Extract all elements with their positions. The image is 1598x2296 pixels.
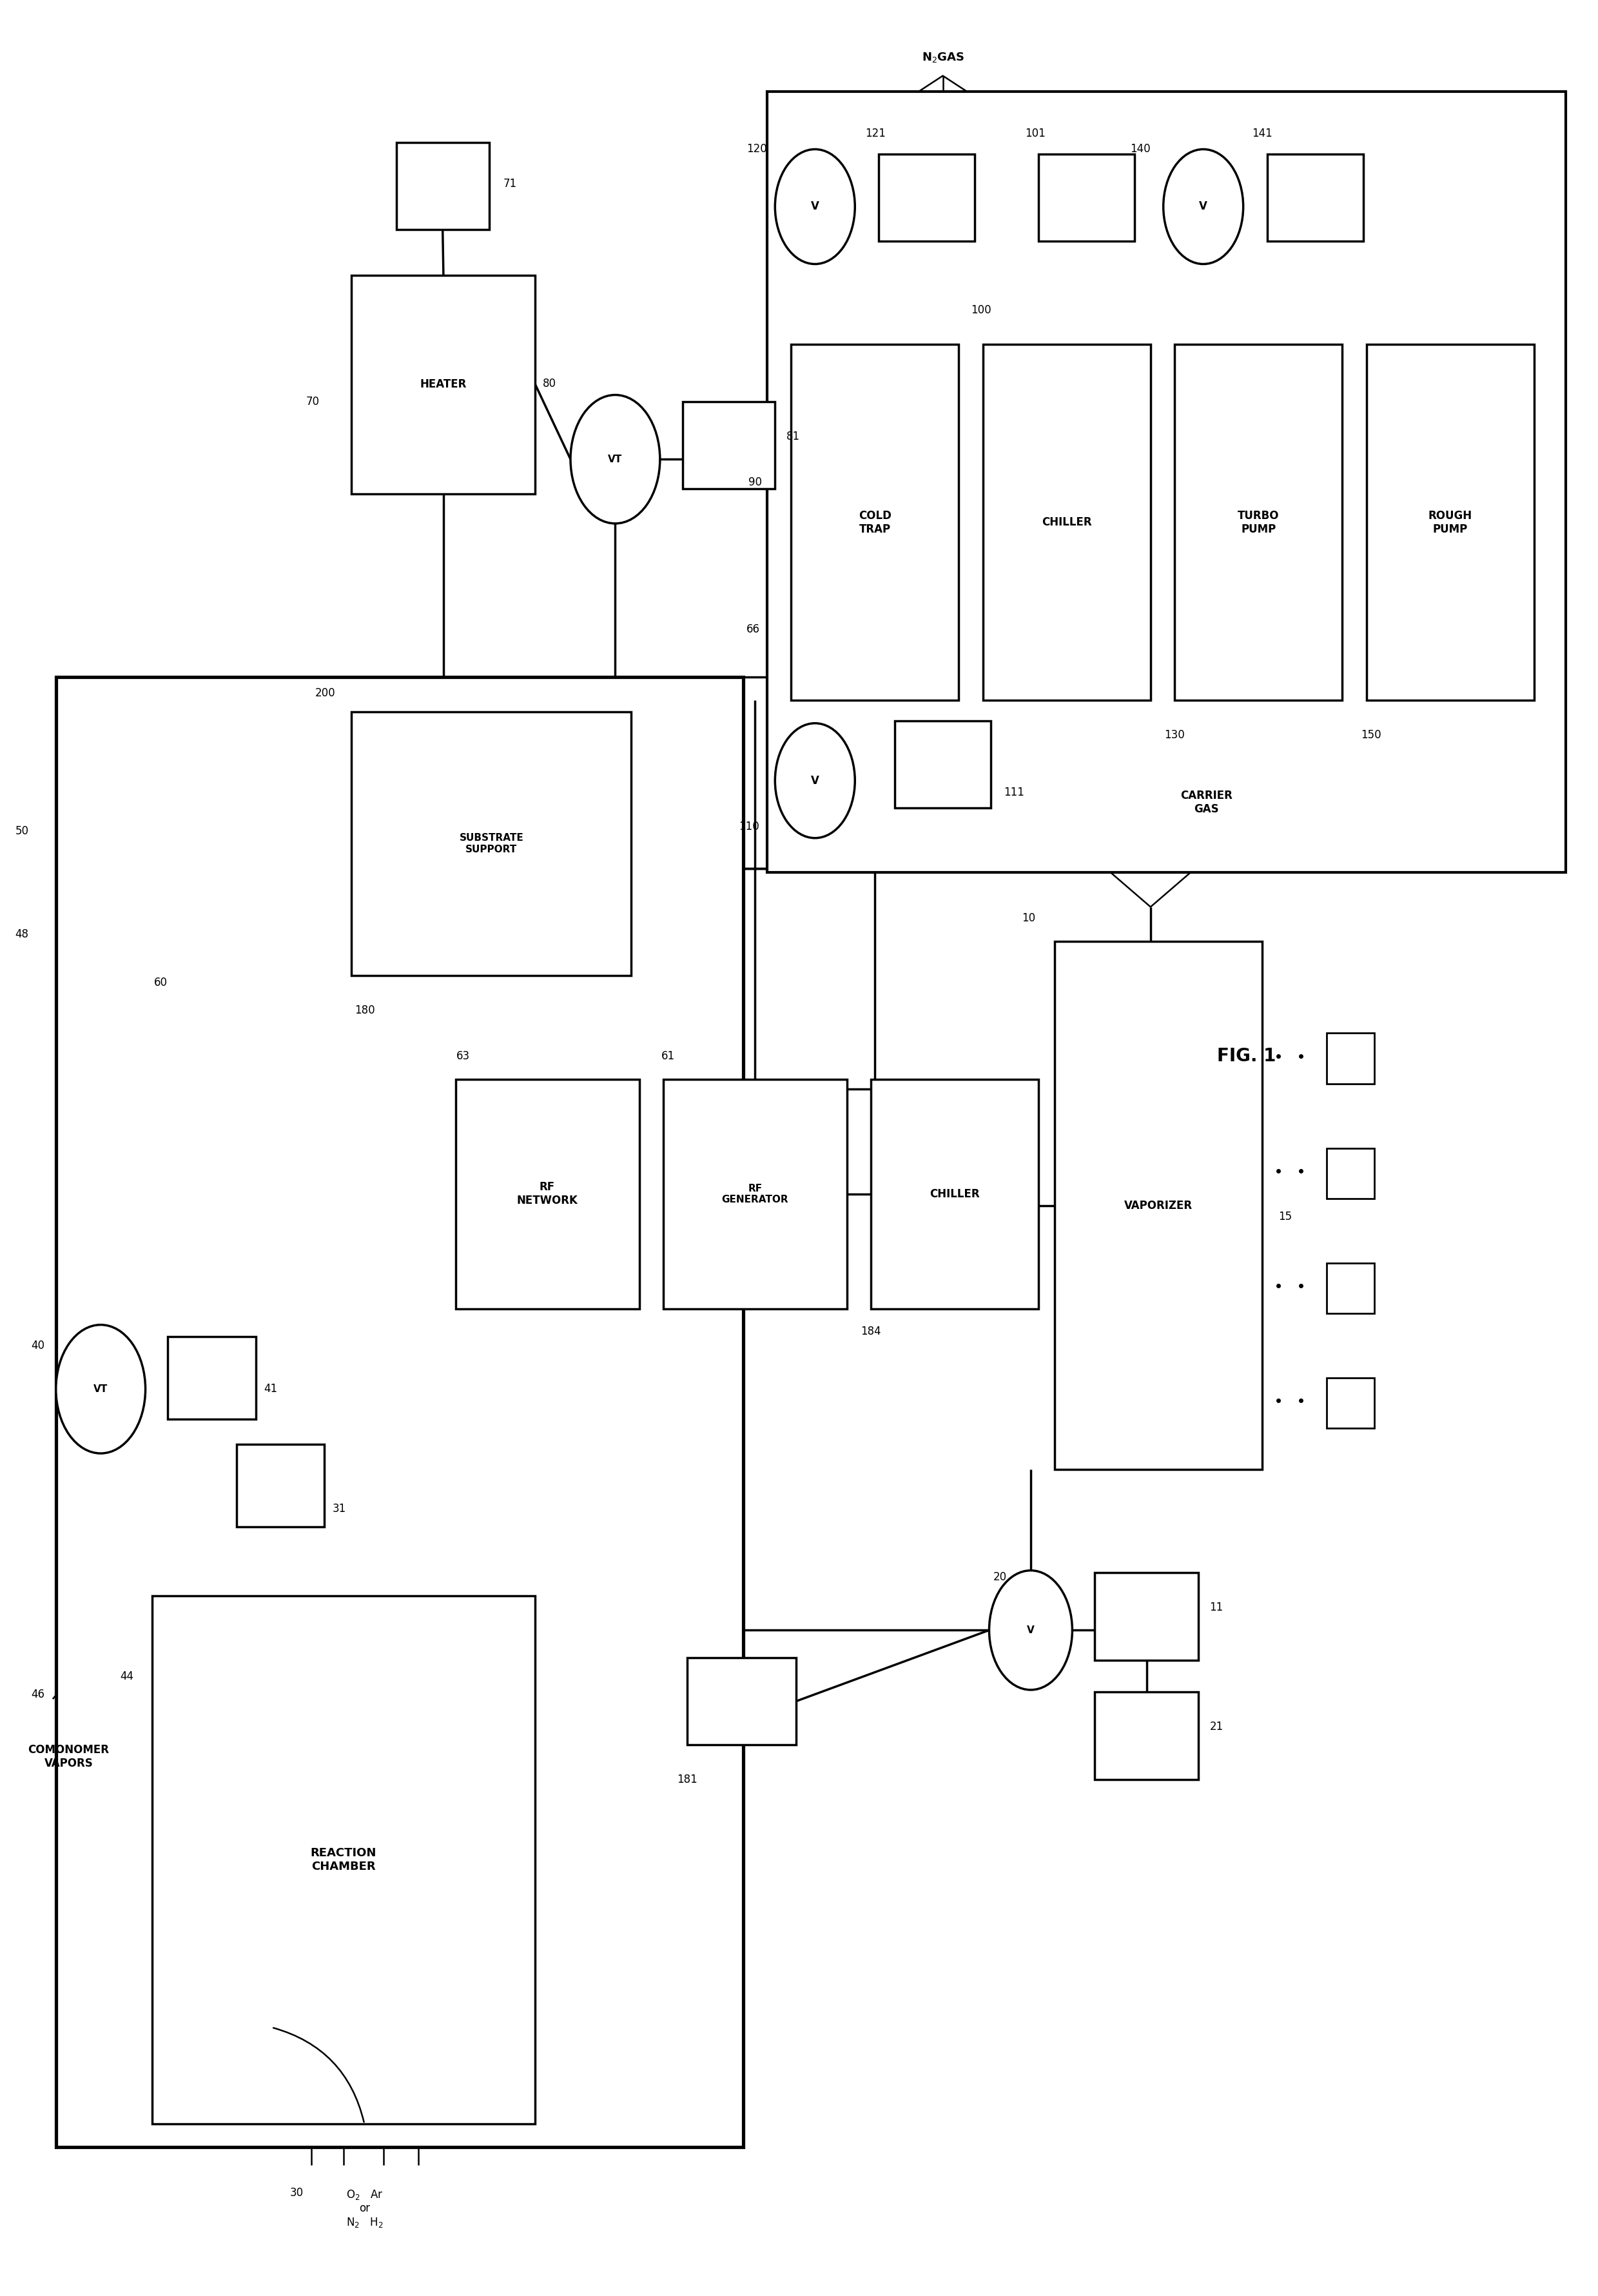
FancyBboxPatch shape	[983, 344, 1151, 700]
FancyBboxPatch shape	[1326, 1263, 1374, 1313]
Text: COMONOMER
VAPORS: COMONOMER VAPORS	[29, 1745, 109, 1768]
Text: 63: 63	[457, 1049, 470, 1063]
FancyBboxPatch shape	[168, 1336, 256, 1419]
Text: VT: VT	[609, 455, 622, 464]
Text: V: V	[1028, 1626, 1034, 1635]
Text: 66: 66	[746, 622, 759, 636]
Text: 61: 61	[662, 1049, 674, 1063]
Text: 80: 80	[543, 377, 556, 390]
FancyBboxPatch shape	[352, 712, 631, 976]
Text: CARRIER
GAS: CARRIER GAS	[1181, 790, 1232, 815]
Text: 181: 181	[678, 1773, 697, 1786]
Text: COLD
TRAP: COLD TRAP	[858, 510, 892, 535]
FancyBboxPatch shape	[1039, 154, 1135, 241]
Text: 141: 141	[1253, 126, 1272, 140]
Text: 100: 100	[972, 303, 991, 317]
Text: 90: 90	[749, 475, 762, 489]
Text: FIG. 1: FIG. 1	[1218, 1047, 1275, 1065]
Text: 30: 30	[289, 2186, 304, 2200]
Text: TURBO
PUMP: TURBO PUMP	[1237, 510, 1280, 535]
FancyBboxPatch shape	[1326, 1033, 1374, 1084]
FancyBboxPatch shape	[237, 1444, 324, 1527]
Circle shape	[775, 723, 855, 838]
Text: HEATER: HEATER	[420, 379, 467, 390]
Text: 81: 81	[786, 429, 801, 443]
FancyBboxPatch shape	[56, 677, 743, 2147]
FancyBboxPatch shape	[663, 1079, 847, 1309]
Text: 11: 11	[1210, 1600, 1224, 1614]
Text: CHILLER: CHILLER	[1042, 517, 1091, 528]
Text: 130: 130	[1165, 728, 1184, 742]
Text: SUBSTRATE
SUPPORT: SUBSTRATE SUPPORT	[459, 833, 524, 854]
Text: VT: VT	[94, 1384, 107, 1394]
Text: O$_2$   Ar
or
N$_2$   H$_2$: O$_2$ Ar or N$_2$ H$_2$	[345, 2188, 384, 2229]
FancyBboxPatch shape	[352, 276, 535, 494]
Circle shape	[775, 149, 855, 264]
FancyBboxPatch shape	[791, 344, 959, 700]
Text: 41: 41	[264, 1382, 278, 1396]
Text: 60: 60	[155, 976, 168, 990]
Text: N$_2$GAS: N$_2$GAS	[922, 51, 964, 64]
Text: 48: 48	[16, 928, 29, 941]
Text: 71: 71	[503, 177, 518, 191]
Text: 101: 101	[1026, 126, 1045, 140]
Text: 180: 180	[355, 1003, 376, 1017]
Text: V: V	[810, 200, 820, 214]
Text: 20: 20	[992, 1570, 1007, 1584]
Text: 50: 50	[16, 824, 29, 838]
FancyBboxPatch shape	[1095, 1573, 1198, 1660]
FancyBboxPatch shape	[767, 92, 1566, 872]
Circle shape	[989, 1570, 1072, 1690]
Text: 21: 21	[1210, 1720, 1224, 1733]
Text: ROUGH
PUMP: ROUGH PUMP	[1429, 510, 1472, 535]
FancyBboxPatch shape	[455, 1079, 639, 1309]
FancyBboxPatch shape	[152, 1596, 535, 2124]
FancyBboxPatch shape	[1366, 344, 1534, 700]
Text: CHILLER: CHILLER	[930, 1187, 980, 1201]
Circle shape	[570, 395, 660, 523]
Text: RF
GENERATOR: RF GENERATOR	[722, 1182, 788, 1205]
FancyBboxPatch shape	[682, 402, 775, 489]
FancyBboxPatch shape	[687, 1658, 796, 1745]
Text: 140: 140	[1130, 142, 1151, 156]
Text: 150: 150	[1361, 728, 1381, 742]
Text: 111: 111	[1004, 785, 1024, 799]
Text: V: V	[1198, 200, 1208, 214]
FancyBboxPatch shape	[1267, 154, 1363, 241]
FancyBboxPatch shape	[1326, 1148, 1374, 1199]
FancyBboxPatch shape	[1326, 1378, 1374, 1428]
Text: 121: 121	[866, 126, 885, 140]
Text: REACTION
CHAMBER: REACTION CHAMBER	[310, 1848, 377, 1871]
Text: 15: 15	[1278, 1210, 1293, 1224]
Text: 31: 31	[332, 1502, 347, 1515]
Text: 120: 120	[746, 142, 767, 156]
Text: 110: 110	[738, 820, 759, 833]
Circle shape	[56, 1325, 145, 1453]
FancyBboxPatch shape	[879, 154, 975, 241]
FancyBboxPatch shape	[895, 721, 991, 808]
Circle shape	[1163, 149, 1243, 264]
Text: 200: 200	[315, 687, 336, 700]
FancyBboxPatch shape	[396, 142, 489, 230]
Text: RF
NETWORK: RF NETWORK	[516, 1182, 578, 1205]
FancyBboxPatch shape	[1055, 941, 1262, 1469]
Text: 40: 40	[32, 1339, 45, 1352]
FancyBboxPatch shape	[871, 1079, 1039, 1309]
Text: 46: 46	[32, 1688, 45, 1701]
FancyBboxPatch shape	[1095, 1692, 1198, 1779]
Text: 10: 10	[1021, 912, 1036, 925]
Text: V: V	[810, 774, 820, 788]
Text: 44: 44	[120, 1669, 133, 1683]
Text: VAPORIZER: VAPORIZER	[1125, 1199, 1192, 1212]
Text: 184: 184	[861, 1325, 880, 1339]
Text: 70: 70	[307, 395, 320, 409]
FancyBboxPatch shape	[1175, 344, 1342, 700]
